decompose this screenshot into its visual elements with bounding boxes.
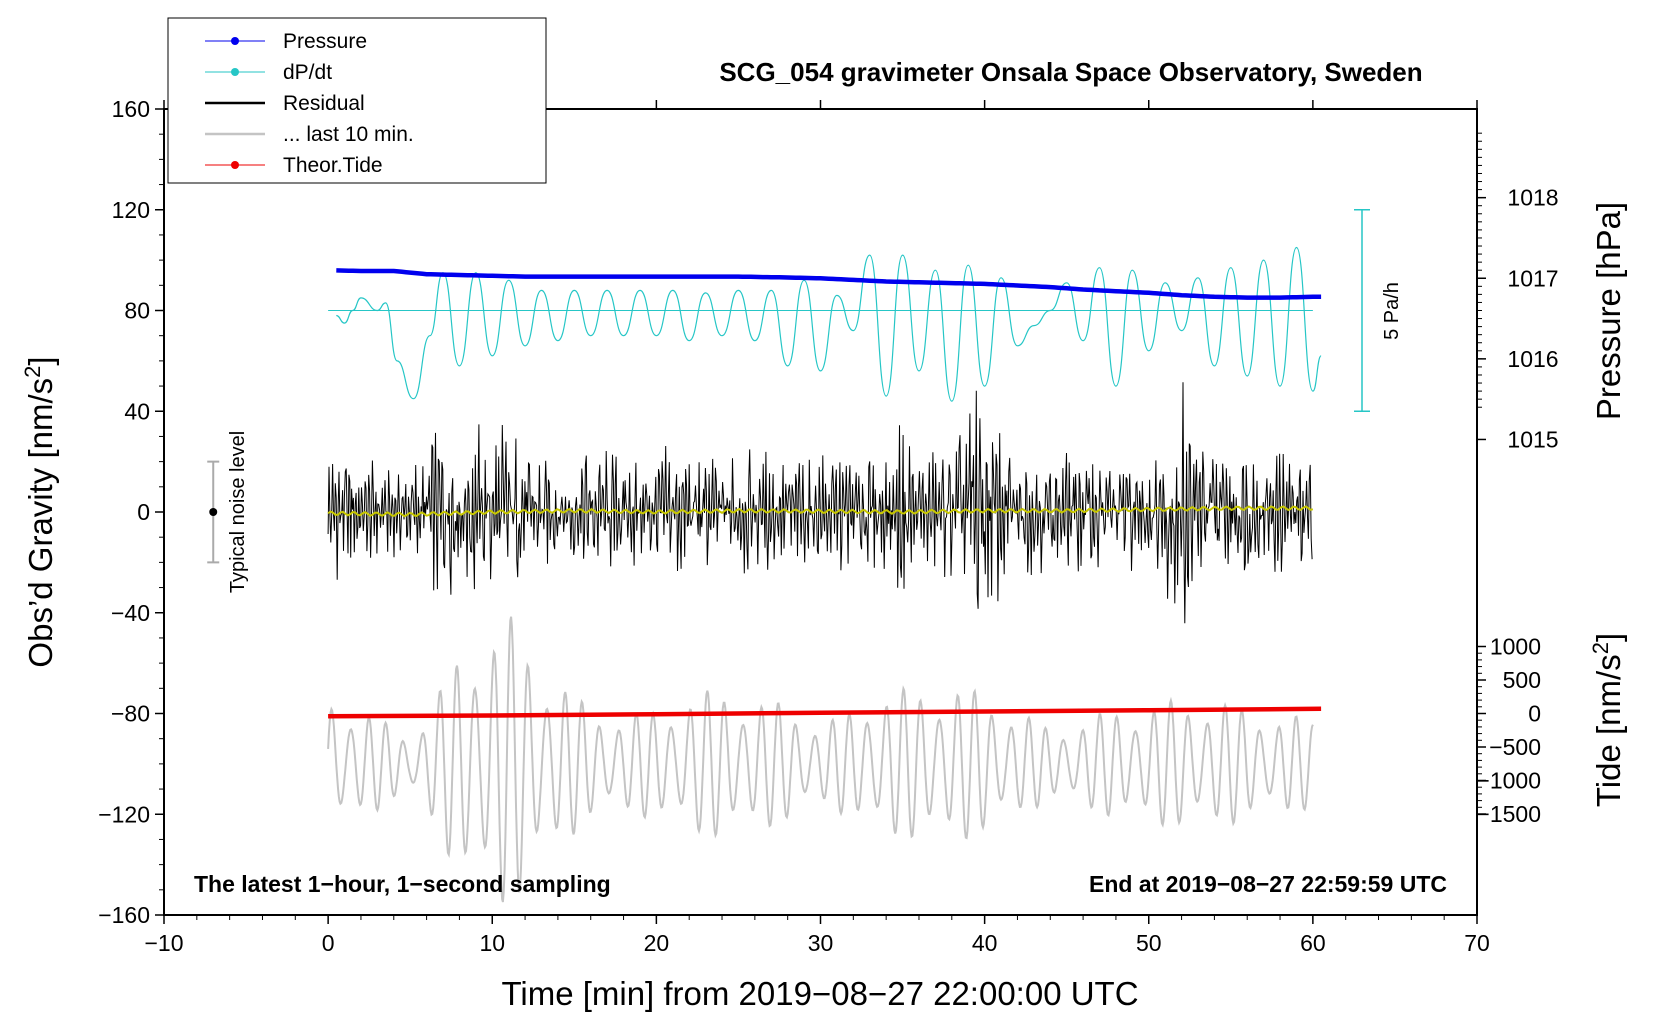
y-tick-label: −80 [111,701,150,727]
annotation-sampling: The latest 1−hour, 1−second sampling [194,871,611,897]
x-tick-label: 0 [322,930,335,956]
series-residual [327,382,1313,624]
y-tick-label: 0 [137,499,150,525]
pressure-tick-label: 1017 [1507,265,1558,291]
y-tick-label: 80 [124,298,150,324]
pressure-tick-label: 1016 [1507,346,1558,372]
legend-label: ... last 10 min. [283,123,414,146]
pressure-tick-label: 1015 [1507,426,1558,452]
legend-box [167,17,547,184]
chart-title: SCG_054 gravimeter Onsala Space Observat… [719,57,1422,87]
y-tick-label: −160 [98,902,150,928]
x-tick-label: 10 [479,930,505,956]
dpdt-scale-bar [1354,209,1370,412]
x-tick-label: 60 [1300,930,1326,956]
tide-tick-label: 1000 [1490,634,1541,660]
tide-tick-label: −500 [1489,734,1541,760]
series-dpdt [336,246,1322,402]
x-axis-label: Time [min] from 2019−08−27 22:00:00 UTC [501,975,1138,1012]
legend-marker [231,37,239,45]
x-tick-label: 30 [808,930,834,956]
y-tick-label: 160 [112,96,150,122]
x-tick-label: −10 [144,930,183,956]
noise-bar-label: Typical noise level [227,431,249,593]
legend: Pressure dP/dt Residual ... last 10 min. The… [167,17,547,184]
tide-tick-label: −1000 [1476,767,1541,793]
tide-tick-label: 500 [1503,667,1541,693]
series-smoothed-residual [327,505,1314,518]
y-tick-label: −120 [98,801,150,827]
y-tick-label: 120 [112,197,150,223]
legend-marker [231,161,239,169]
y-tick-label: 40 [124,398,150,424]
x-tick-label: 40 [972,930,998,956]
y-axis-label-pressure: Pressure [hPa] [1590,202,1627,420]
tide-tick-label: 0 [1528,701,1541,727]
x-tick-label: 70 [1464,930,1490,956]
y-tick-label: −40 [111,600,150,626]
legend-marker [231,68,239,76]
typical-noise-bar [207,460,220,564]
y-axis-label-left: Obs’d Gravity [nm/s2] [20,356,59,667]
legend-label: Theor.Tide [283,154,383,177]
legend-label: dP/dt [283,61,332,84]
legend-label: Pressure [283,30,367,53]
annotation-end-time: End at 2019−08−27 22:59:59 UTC [1089,871,1447,897]
y-axis-label-tide: Tide [nm/s2] [1588,633,1627,807]
legend-label: Residual [283,92,365,115]
dpdt-scale-label: 5 Pa/h [1381,282,1403,340]
series-theor-tide [328,706,1322,719]
x-tick-label: 20 [644,930,670,956]
series-pressure [336,268,1322,300]
noise-bar-dot [209,508,218,516]
x-tick-label: 50 [1136,930,1162,956]
pressure-tick-label: 1018 [1507,185,1558,211]
tide-tick-label: −1500 [1476,801,1541,827]
series-last-10-min [327,616,1314,903]
